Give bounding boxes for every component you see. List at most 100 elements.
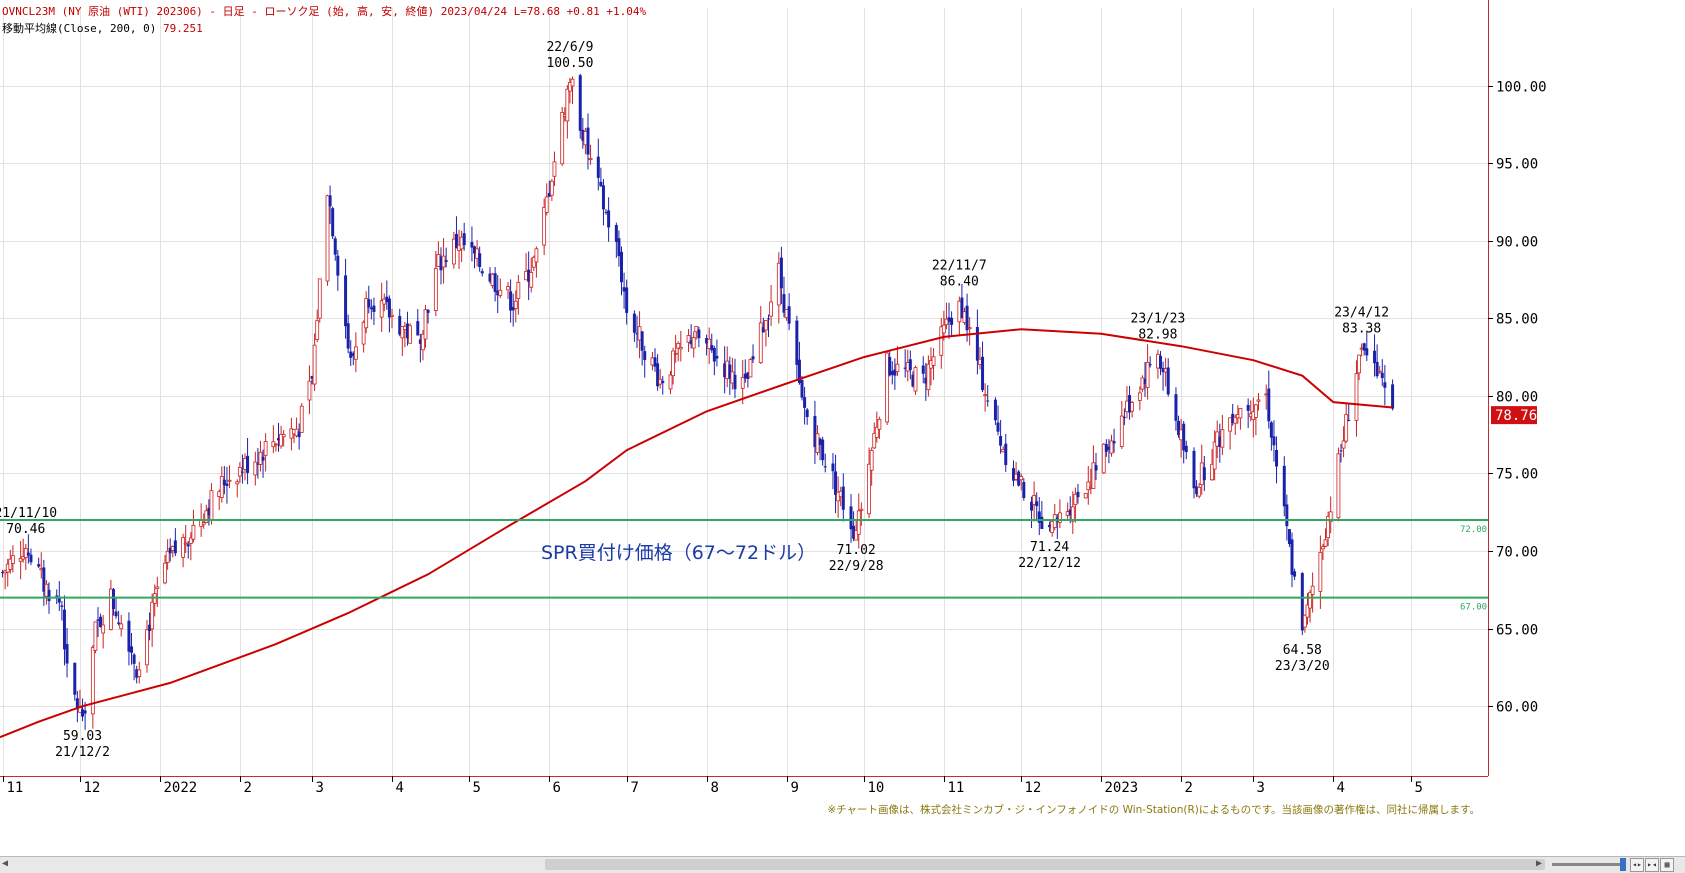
candle-body	[913, 367, 918, 392]
candle-body	[614, 225, 618, 242]
candle-body	[596, 156, 600, 178]
candle-body	[237, 466, 242, 477]
horizontal-scrollbar[interactable]: ◀ ▶ ◂▸ ▸◂ ▦	[0, 856, 1685, 873]
candle-body	[748, 359, 753, 378]
candle-body	[1321, 546, 1325, 550]
candle-body	[643, 351, 647, 360]
candle-body	[444, 260, 448, 262]
candle-body	[653, 357, 657, 367]
current-price-value: 78.76	[1495, 408, 1537, 424]
candle-body	[1391, 384, 1395, 409]
grid-view-icon[interactable]: ▦	[1660, 858, 1674, 872]
candle-body	[325, 195, 330, 282]
candle-body	[201, 522, 206, 525]
candle-body	[1065, 511, 1070, 516]
annotation-price: 83.38	[1342, 321, 1381, 336]
candle-body	[1109, 440, 1114, 454]
candle-body	[1101, 443, 1106, 474]
candle-body	[676, 343, 681, 349]
candle-body	[877, 418, 882, 430]
candle-body	[436, 254, 441, 267]
candle-body	[960, 297, 964, 318]
candle-body	[1107, 446, 1111, 450]
candle-body	[740, 377, 745, 389]
x-tick-label: 5	[1415, 780, 1423, 796]
candle-body	[117, 622, 121, 624]
y-tick-label: 95.00	[1496, 157, 1538, 173]
candle-body	[656, 363, 660, 387]
candle-body	[1125, 400, 1129, 413]
candle-body	[96, 619, 100, 621]
candle-body	[90, 647, 95, 715]
candle-body	[869, 450, 874, 471]
candle-body	[607, 210, 611, 228]
zoom-in-icon[interactable]: ▸◂	[1645, 858, 1659, 872]
candle-body	[524, 270, 528, 281]
candle-body	[475, 248, 479, 259]
candle-body	[1058, 512, 1062, 523]
candle-body	[697, 329, 701, 339]
candle-body	[1238, 408, 1243, 419]
zoom-slider-knob[interactable]	[1620, 858, 1626, 871]
candle-body	[1177, 420, 1181, 436]
candle-body	[127, 620, 131, 652]
candle-body	[170, 546, 175, 551]
candle-body	[1094, 465, 1098, 471]
candle-body	[243, 458, 247, 470]
y-tick-label: 100.00	[1496, 80, 1547, 96]
candle-body	[111, 589, 115, 610]
candle-body	[119, 623, 124, 630]
candle-body	[137, 669, 142, 677]
candle-body	[800, 380, 804, 398]
scrollbar-thumb[interactable]	[545, 859, 1545, 870]
scroll-right-icon[interactable]: ▶	[1536, 858, 1543, 869]
candle-body	[1228, 417, 1233, 432]
x-tick-label: 3	[1257, 780, 1265, 796]
zoom-slider[interactable]	[1552, 863, 1622, 866]
candle-body	[1174, 394, 1178, 421]
zoom-out-icon[interactable]: ◂▸	[1630, 858, 1644, 872]
candle-body	[101, 624, 106, 634]
candle-body	[459, 236, 464, 250]
candle-body	[346, 323, 350, 349]
candle-body	[947, 317, 951, 322]
candle-body	[132, 654, 136, 664]
candle-body	[1212, 441, 1217, 470]
annotation-date: 21/11/10	[0, 506, 57, 521]
annotation-price: 59.03	[63, 729, 102, 744]
candle-body	[813, 416, 817, 448]
candle-body	[511, 306, 515, 311]
candle-body	[1373, 350, 1377, 364]
candle-body	[803, 397, 807, 408]
annotation-price: 82.98	[1138, 328, 1177, 343]
candle-body	[62, 609, 66, 650]
candle-body	[1380, 372, 1384, 379]
candle-body	[1076, 491, 1080, 498]
candle-body	[1290, 539, 1294, 575]
scroll-left-icon[interactable]: ◀	[2, 858, 9, 869]
candle-body	[493, 273, 497, 292]
candle-body	[307, 380, 312, 401]
candle-body	[108, 588, 113, 630]
candle-body	[658, 378, 663, 385]
candle-body	[1091, 462, 1096, 489]
x-tick-label: 2022	[164, 780, 198, 796]
candle-body	[155, 586, 160, 589]
candle-body	[60, 605, 64, 607]
candle-body	[1119, 415, 1124, 447]
candle-body	[1086, 481, 1091, 491]
candle-body	[258, 451, 263, 465]
candle-body	[423, 309, 428, 340]
candle-body	[1308, 592, 1312, 609]
candle-body	[1122, 416, 1126, 418]
price-level-label: 67.00	[1460, 603, 1487, 613]
y-tick-label: 65.00	[1496, 623, 1538, 639]
candle-body	[42, 567, 46, 592]
x-tick-label: 2	[244, 780, 252, 796]
candle-body	[705, 337, 709, 344]
candle-body	[1112, 441, 1116, 444]
candle-body	[743, 373, 747, 379]
candle-body	[1362, 343, 1366, 351]
candle-body	[1377, 370, 1382, 373]
candle-body	[769, 301, 773, 317]
